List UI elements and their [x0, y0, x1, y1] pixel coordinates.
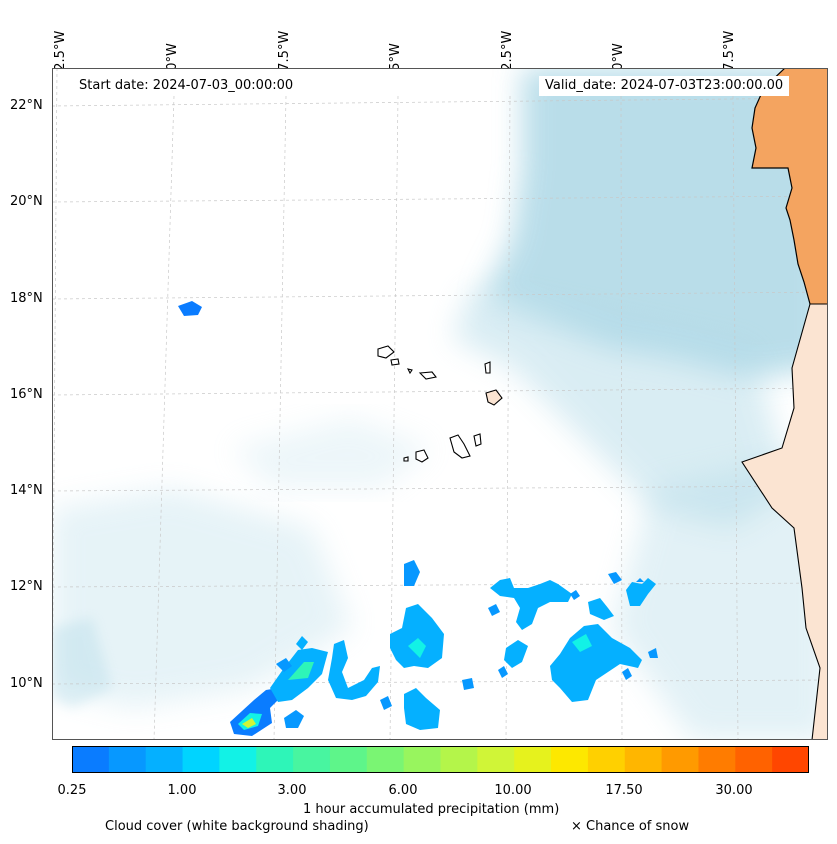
colorbar-segment — [698, 746, 736, 773]
map-panel — [52, 68, 828, 740]
colorbar-tick-0: 0.25 — [57, 783, 87, 798]
lat-label-18n: 18°N — [10, 291, 43, 306]
lat-label-12n: 12°N — [10, 579, 43, 594]
colorbar-tick-6: 30.00 — [715, 783, 753, 798]
colorbar-segment — [624, 746, 663, 773]
colorbar-segment — [108, 746, 147, 773]
colorbar-segment — [587, 746, 626, 773]
lat-label-22n: 22°N — [10, 98, 43, 113]
cloud-cover — [52, 68, 828, 740]
lat-label-16n: 16°N — [10, 387, 43, 402]
colorbar-tick-2: 3.00 — [277, 783, 307, 798]
colorbar-segment — [182, 746, 220, 773]
colorbar-segment — [772, 746, 809, 773]
snow-legend: × Chance of snow — [571, 819, 690, 834]
lat-label-14n: 14°N — [10, 483, 43, 498]
map-frame — [52, 68, 828, 740]
colorbar-segment — [293, 746, 331, 773]
start-date-label: Start date: 2024-07-03_00:00:00 — [73, 76, 300, 96]
colorbar-frame — [72, 746, 809, 773]
colorbar-segment — [551, 746, 589, 773]
colorbar-segment — [219, 746, 257, 773]
lat-label-20n: 20°N — [10, 194, 43, 209]
cape-verde-islands — [377, 345, 503, 463]
valid-date-label: Valid_date: 2024-07-03T23:00:00.00 — [539, 76, 790, 96]
cloud-cover-legend: Cloud cover (white background shading) — [105, 819, 369, 834]
colorbar-tick-3: 6.00 — [388, 783, 418, 798]
colorbar — [72, 746, 809, 773]
colorbar-tick-5: 17.50 — [605, 783, 643, 798]
colorbar-segment — [735, 746, 773, 773]
colorbar-tick-4: 10.00 — [494, 783, 532, 798]
colorbar-segment — [72, 746, 110, 773]
colorbar-segment — [329, 746, 368, 773]
colorbar-title: 1 hour accumulated precipitation (mm) — [303, 802, 560, 817]
colorbar-segment — [514, 746, 552, 773]
colorbar-segment — [440, 746, 478, 773]
colorbar-segment — [403, 746, 442, 773]
colorbar-segment — [256, 746, 294, 773]
land-senegal-coast — [741, 303, 828, 740]
precipitation — [178, 301, 658, 736]
colorbar-segment — [366, 746, 405, 773]
lat-label-10n: 10°N — [10, 676, 43, 691]
colorbar-segment — [661, 746, 700, 773]
colorbar-segment — [145, 746, 184, 773]
colorbar-tick-1: 1.00 — [167, 783, 197, 798]
colorbar-segment — [477, 746, 515, 773]
